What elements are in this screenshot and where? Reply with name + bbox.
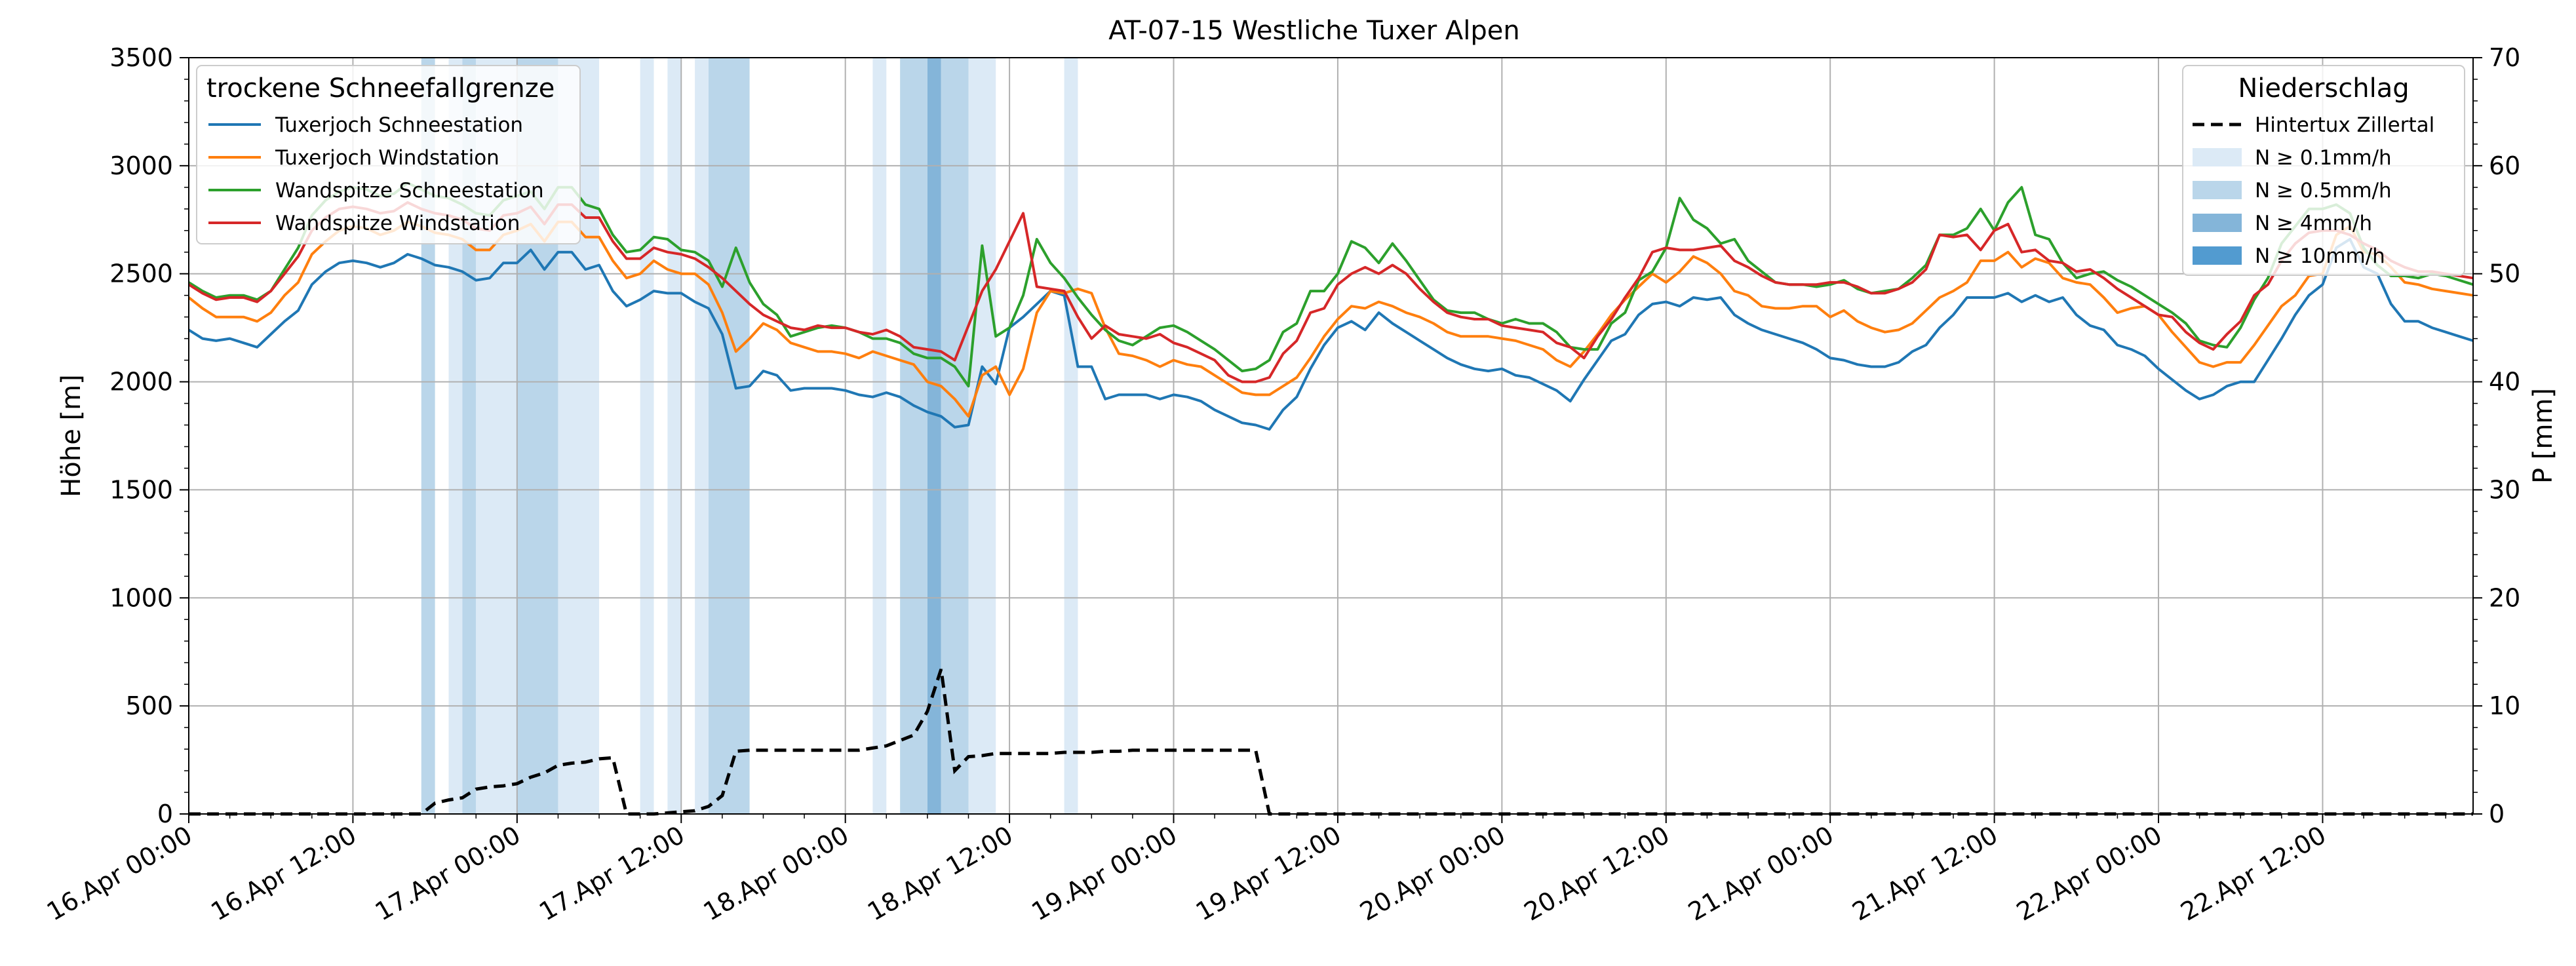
legend-label: N ≥ 0.5mm/h bbox=[2255, 179, 2392, 203]
precip-band bbox=[695, 58, 709, 814]
legend-label: Wandspitze Schneestation bbox=[275, 179, 544, 203]
precip-band bbox=[927, 58, 941, 814]
y2-tick-label: 0 bbox=[2489, 800, 2505, 828]
precip-band bbox=[667, 58, 682, 814]
legend-box bbox=[196, 65, 581, 244]
y2-axis-label: P [mm] bbox=[2528, 388, 2558, 484]
y-tick-label: 3000 bbox=[109, 151, 173, 180]
y-tick-label: 2000 bbox=[109, 368, 173, 396]
chart-title: AT-07-15 Westliche Tuxer Alpen bbox=[1108, 16, 1519, 46]
legend-label: Hintertux Zillertal bbox=[2255, 113, 2434, 137]
plot-frame bbox=[188, 57, 2474, 815]
series-line-0 bbox=[187, 238, 2474, 431]
y-tick-label: 0 bbox=[157, 800, 173, 828]
y2-tick-label: 10 bbox=[2489, 691, 2520, 720]
legend-label: N ≥ 10mm/h bbox=[2255, 244, 2385, 268]
y2-tick-label: 70 bbox=[2489, 43, 2520, 72]
y-tick-label: 1000 bbox=[109, 583, 173, 612]
legend-label: Tuxerjoch Windstation bbox=[275, 146, 499, 170]
y2-tick-label: 50 bbox=[2489, 260, 2520, 288]
precip-band bbox=[421, 58, 435, 814]
legend-swatch bbox=[2193, 148, 2242, 166]
precip-band bbox=[900, 58, 927, 814]
y2-tick-label: 20 bbox=[2489, 583, 2520, 612]
legend-swatch bbox=[2193, 181, 2242, 199]
legend-box bbox=[2182, 65, 2465, 276]
precip-band bbox=[1064, 58, 1078, 814]
legend-precipitation: Niederschlag Hintertux Zillertal N ≥ 0.1mm… bbox=[2182, 65, 2465, 276]
precip-band bbox=[448, 58, 463, 814]
y2-tick-label: 30 bbox=[2489, 475, 2520, 504]
precip-band bbox=[872, 58, 887, 814]
y2-tick-label: 60 bbox=[2489, 151, 2520, 180]
precip-band bbox=[708, 58, 750, 814]
legend-label: Tuxerjoch Schneestation bbox=[275, 113, 523, 137]
legend-label: Wandspitze Windstation bbox=[275, 212, 520, 235]
precip-band bbox=[968, 58, 996, 814]
legend-label: N ≥ 0.1mm/h bbox=[2255, 146, 2392, 170]
series-line-hintertux-zillertal bbox=[189, 668, 2473, 816]
legend-title: Niederschlag bbox=[2238, 73, 2409, 104]
legend-title: trockene Schneefallgrenze bbox=[206, 73, 555, 104]
y2-tick-label: 40 bbox=[2489, 368, 2520, 396]
legend-snowline: trockene Schneefallgrenze Tuxerjoch Schne… bbox=[196, 65, 581, 244]
precip-band bbox=[640, 58, 654, 814]
legend-swatch bbox=[2193, 246, 2242, 265]
y-axis-label: Höhe [m] bbox=[56, 374, 87, 497]
legend-label: N ≥ 4mm/h bbox=[2255, 212, 2372, 235]
y-tick-label: 2500 bbox=[109, 260, 173, 288]
y-tick-label: 500 bbox=[125, 691, 173, 720]
y-tick-label: 1500 bbox=[109, 475, 173, 504]
precip-band bbox=[941, 58, 969, 814]
y-tick-label: 3500 bbox=[109, 43, 173, 72]
legend-swatch bbox=[2193, 214, 2242, 232]
